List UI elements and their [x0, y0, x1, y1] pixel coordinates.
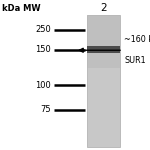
Text: SUR1: SUR1 — [124, 56, 146, 65]
Text: 150: 150 — [35, 45, 51, 54]
Text: 100: 100 — [35, 81, 51, 90]
Bar — [87, 46, 120, 53]
Text: 75: 75 — [40, 105, 51, 114]
Bar — [87, 15, 120, 68]
Text: 250: 250 — [35, 26, 51, 34]
Text: ~160 kDa: ~160 kDa — [124, 35, 150, 44]
Bar — [87, 15, 120, 147]
Text: kDa MW: kDa MW — [2, 4, 40, 13]
Text: 2: 2 — [100, 3, 107, 13]
